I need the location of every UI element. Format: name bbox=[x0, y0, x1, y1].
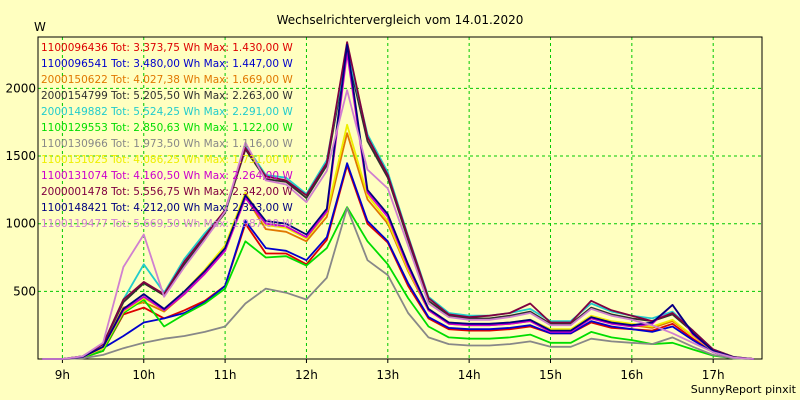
series-line-1100130966 bbox=[42, 207, 754, 360]
x-tick-label: 10h bbox=[132, 368, 155, 382]
x-tick-label: 12h bbox=[295, 368, 318, 382]
y-tick-label: 500 bbox=[13, 284, 36, 298]
legend-entry-1100096541: 1100096541 Tot: 3.480,00 Wh Max: 1.447,0… bbox=[41, 58, 293, 70]
legend-entry-2000150622: 2000150622 Tot: 4.027,38 Wh Max: 1.669,0… bbox=[41, 74, 293, 86]
legend-entry-2000154799: 2000154799 Tot: 5.205,50 Wh Max: 2.263,0… bbox=[41, 90, 293, 102]
series-lines bbox=[42, 41, 754, 360]
series-line-1100119477 bbox=[42, 89, 754, 360]
y-tick-label: 1000 bbox=[5, 217, 36, 231]
legend-entry-1100096436: 1100096436 Tot: 3.373,75 Wh Max: 1.430,0… bbox=[41, 42, 293, 54]
series-line-1100129553 bbox=[42, 206, 754, 360]
series-line-2000001478 bbox=[42, 41, 754, 360]
plot-area-frame bbox=[37, 36, 763, 360]
x-tick-label: 9h bbox=[55, 368, 70, 382]
legend: 1100096436 Tot: 3.373,75 Wh Max: 1.430,0… bbox=[41, 42, 293, 230]
footer-credit: SunnyReport pinxit bbox=[691, 383, 797, 396]
legend-entry-1100119477: 1100119477 Tot: 5.669,50 Wh Max: 1.987,0… bbox=[41, 218, 293, 230]
x-tick-label: 13h bbox=[376, 368, 399, 382]
legend-entry-2000149882: 2000149882 Tot: 5.524,25 Wh Max: 2.291,0… bbox=[41, 106, 293, 118]
chart-title: Wechselrichtervergleich vom 14.01.2020 bbox=[277, 13, 524, 27]
series-line-1100131074 bbox=[42, 51, 754, 360]
x-tick-label: 16h bbox=[620, 368, 643, 382]
y-tick-label: 1500 bbox=[5, 149, 36, 163]
legend-entry-1100129553: 1100129553 Tot: 2.850,63 Wh Max: 1.122,0… bbox=[41, 122, 293, 134]
y-axis-label: W bbox=[34, 20, 46, 34]
legend-entry-1100131074: 1100131074 Tot: 4.160,50 Wh Max: 2.264,0… bbox=[41, 170, 293, 182]
legend-entry-1100131025: 1100131025 Tot: 4.086,25 Wh Max: 1.731,0… bbox=[41, 154, 293, 166]
x-tick-label: 11h bbox=[214, 368, 237, 382]
x-tick-label: 17h bbox=[702, 368, 725, 382]
legend-entry-1100148421: 1100148421 Tot: 4.212,00 Wh Max: 2.323,0… bbox=[41, 202, 293, 214]
x-tick-label: 15h bbox=[539, 368, 562, 382]
axes: 9h 10h 11h 12h 13h 14h 15h 16h 17h 500 1000 1500 200… bbox=[5, 36, 763, 382]
series-line-1100096541 bbox=[42, 162, 754, 360]
legend-entry-2000001478: 2000001478 Tot: 5.556,75 Wh Max: 2.342,0… bbox=[41, 186, 293, 198]
y-tick-label: 2000 bbox=[5, 81, 36, 95]
legend-entry-1100130966: 1100130966 Tot: 1.973,50 Wh Max: 1.116,0… bbox=[41, 138, 293, 150]
series-line-1100148421 bbox=[42, 43, 754, 360]
x-tick-label: 14h bbox=[458, 368, 481, 382]
